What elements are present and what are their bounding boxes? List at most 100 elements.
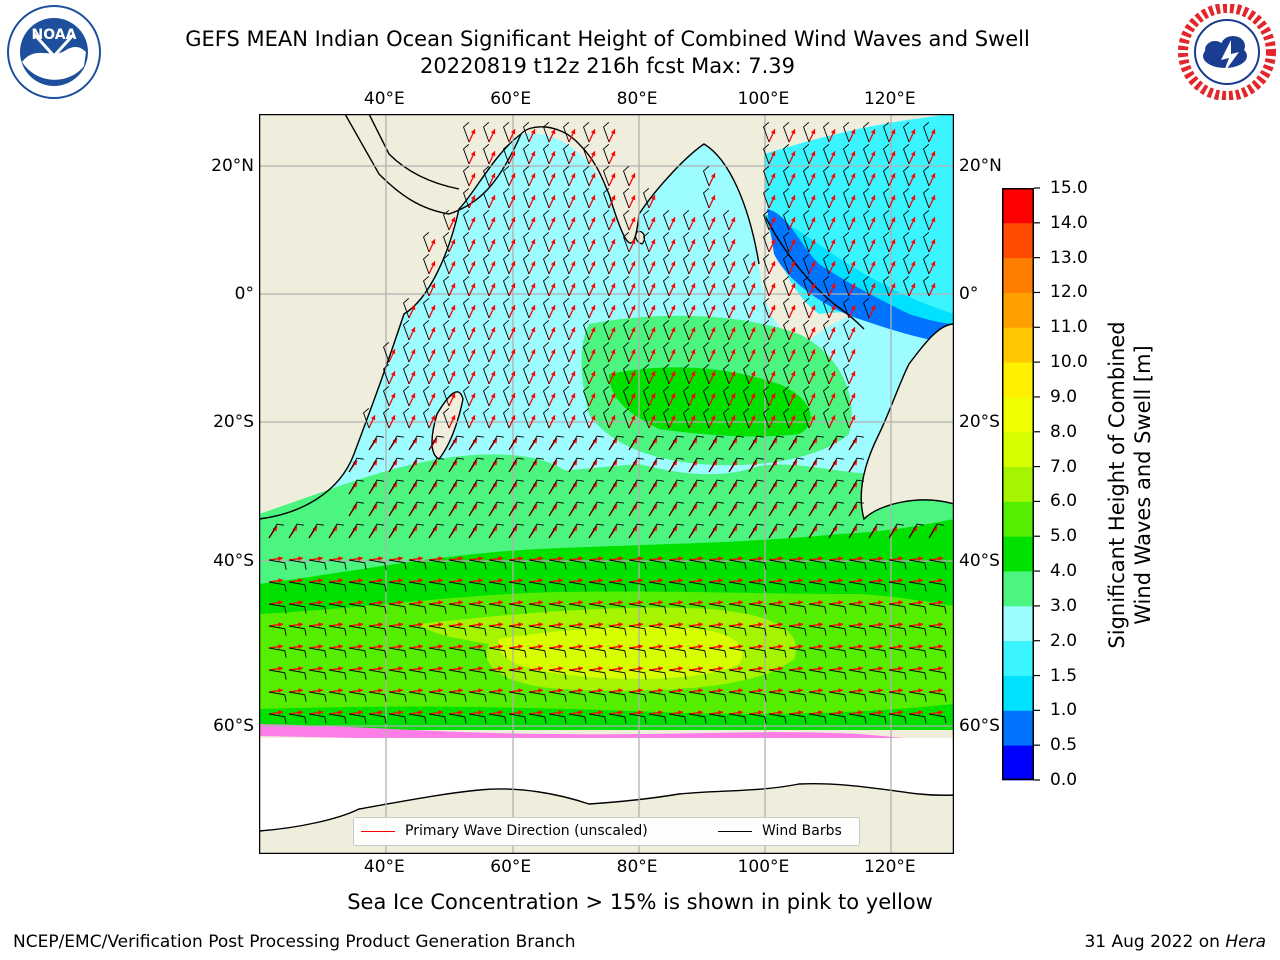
wave-arrow-head xyxy=(570,327,576,333)
wave-arrow-head xyxy=(510,393,516,399)
wave-arrow-head xyxy=(352,504,358,510)
wind-barb xyxy=(602,342,610,363)
wave-arrow-head xyxy=(730,415,736,421)
wind-barb xyxy=(902,122,910,143)
wave-arrow-head xyxy=(690,371,696,377)
wave-arrow-head xyxy=(490,305,496,311)
wave-arrow-head xyxy=(470,305,476,311)
wave-arrow-head xyxy=(770,151,776,157)
wind-barb xyxy=(888,625,907,636)
wind-barb xyxy=(422,364,430,385)
wind-barb xyxy=(768,501,784,517)
wave-arrow-head xyxy=(318,666,323,672)
wave-arrow-head xyxy=(838,578,843,584)
wave-arrow-head xyxy=(670,261,676,267)
wind-barb xyxy=(602,166,610,187)
wind-barb xyxy=(742,408,750,429)
wave-arrow-head xyxy=(898,644,903,650)
wind-barb xyxy=(822,188,830,209)
wind-barb xyxy=(822,386,830,407)
wave-arrow-head xyxy=(512,482,518,488)
wind-barb xyxy=(488,625,507,636)
wave-arrow-head xyxy=(830,415,836,421)
wind-barb xyxy=(748,501,764,517)
wave-arrow-head xyxy=(590,173,596,179)
wave-arrow-head xyxy=(918,710,923,716)
wave-arrow-head xyxy=(538,710,543,716)
wind-barb xyxy=(662,320,670,341)
wave-arrow-head xyxy=(598,600,603,606)
wind-barb xyxy=(462,144,470,165)
wind-barb xyxy=(562,232,570,253)
wave-arrow-head xyxy=(630,349,636,355)
colorbar-tick-label: 7.0 xyxy=(1050,456,1078,477)
wind-barb xyxy=(682,364,690,385)
wind-barb xyxy=(562,210,570,231)
wind-barb xyxy=(562,254,570,275)
wind-barb xyxy=(548,523,564,539)
wave-arrow-head xyxy=(738,622,743,628)
wind-barb xyxy=(922,144,930,165)
wave-arrow-head xyxy=(318,556,323,562)
wave-arrow-head xyxy=(298,710,303,716)
wind-barb xyxy=(562,364,570,385)
colorbar-tick-label: 14.0 xyxy=(1050,212,1088,233)
wind-barb xyxy=(648,603,667,614)
wave-arrow-head xyxy=(732,504,738,510)
wind-barb xyxy=(648,501,664,517)
wind-barb xyxy=(542,386,550,407)
wind-barb xyxy=(882,276,890,297)
wave-arrow-head xyxy=(418,600,423,606)
wave-arrow-head xyxy=(272,526,278,532)
wind-barb xyxy=(788,625,807,636)
wind-barb xyxy=(802,320,810,341)
wind-barb xyxy=(448,559,467,570)
colorbar-tick-label: 4.0 xyxy=(1050,561,1078,582)
wave-arrow-head xyxy=(470,129,476,135)
wind-barb xyxy=(828,457,844,473)
wave-arrow-head xyxy=(690,305,696,311)
wave-arrow-head xyxy=(712,526,718,532)
wave-arrow-head xyxy=(770,129,776,135)
wave-arrow-head xyxy=(812,438,818,444)
wind-barb xyxy=(728,523,744,539)
wave-arrow-head xyxy=(558,556,563,562)
wave-arrow-head xyxy=(612,526,618,532)
nws-logo-icon xyxy=(1178,4,1276,100)
wind-barb xyxy=(402,342,410,363)
wind-barb xyxy=(908,581,927,592)
wind-barb xyxy=(642,232,650,253)
wave-arrow-head xyxy=(278,600,283,606)
wind-barb xyxy=(502,122,510,143)
wind-barb xyxy=(802,298,810,319)
wave-arrow-head xyxy=(278,556,283,562)
wind-barb xyxy=(828,647,847,658)
wind-barb xyxy=(608,691,627,702)
colorbar-band xyxy=(1002,222,1034,259)
wave-arrow-head xyxy=(918,600,923,606)
wind-barb xyxy=(788,523,804,539)
wind-barb xyxy=(762,210,770,231)
wave-arrow-head xyxy=(550,349,556,355)
wave-arrow-head xyxy=(590,283,596,289)
wave-arrow-head xyxy=(410,393,416,399)
wave-arrow-head xyxy=(472,438,478,444)
wave-arrow-head xyxy=(410,305,416,311)
wind-barb xyxy=(442,342,450,363)
wave-arrow-head xyxy=(610,195,616,201)
wind-barb xyxy=(502,144,510,165)
wave-arrow-head xyxy=(738,644,743,650)
wave-arrow-head xyxy=(538,556,543,562)
wave-arrow-head xyxy=(918,666,923,672)
wind-barb xyxy=(662,386,670,407)
wave-arrow-head xyxy=(792,526,798,532)
wave-arrow-head xyxy=(570,283,576,289)
wave-arrow-head xyxy=(730,327,736,333)
wave-arrow-head xyxy=(738,710,743,716)
wave-arrow-head xyxy=(372,460,378,466)
wave-arrow-head xyxy=(552,482,558,488)
wave-arrow-head xyxy=(570,305,576,311)
wind-barb xyxy=(462,166,470,187)
wind-barb xyxy=(682,320,690,341)
colorbar-band xyxy=(1002,571,1034,607)
